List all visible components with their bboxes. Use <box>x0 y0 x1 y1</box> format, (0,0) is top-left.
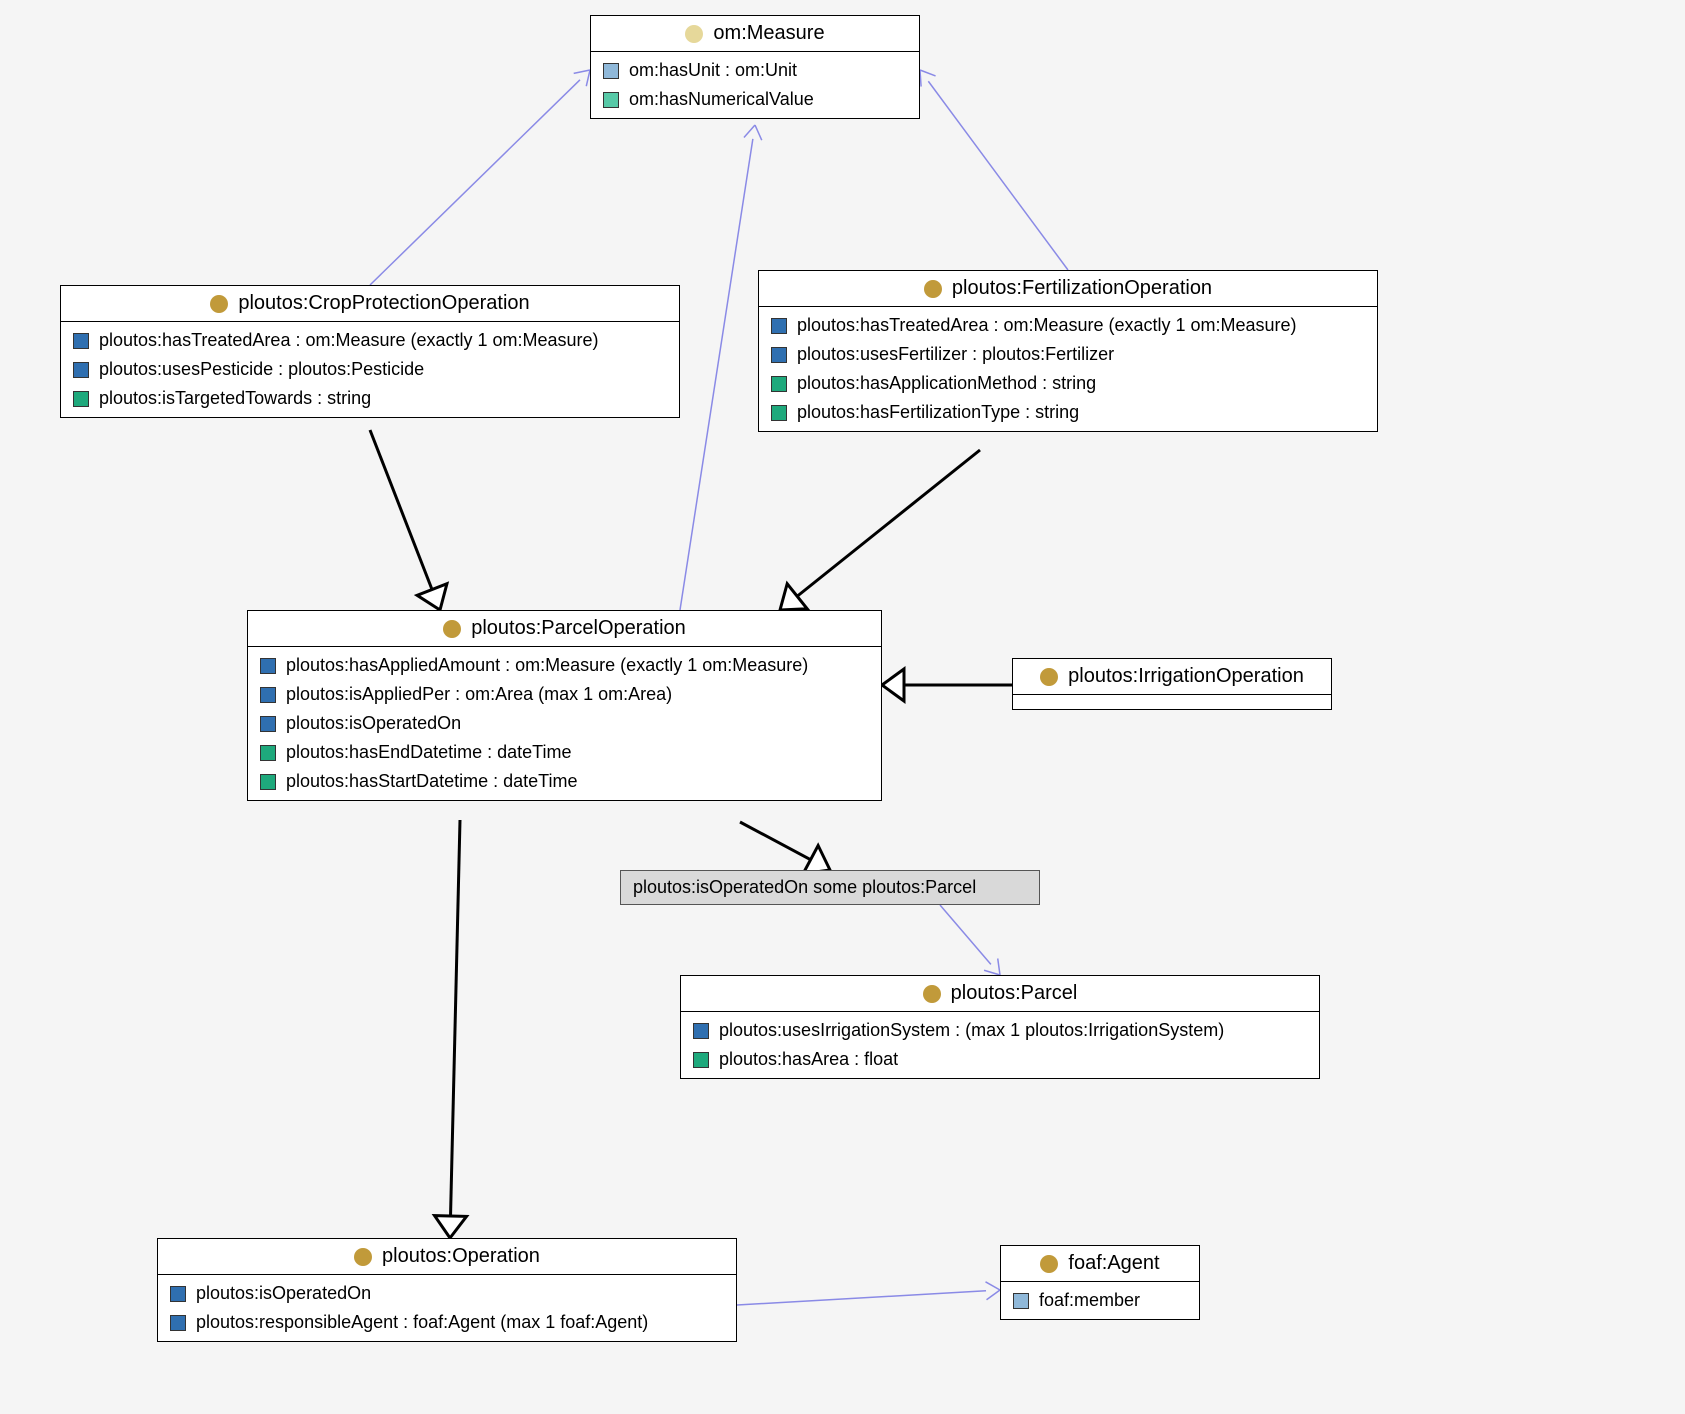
attribute-kind-icon <box>73 362 89 378</box>
attribute-kind-icon <box>693 1023 709 1039</box>
class-attribute: ploutos:hasTreatedArea : om:Measure (exa… <box>759 311 1377 340</box>
attribute-text: ploutos:isTargetedTowards : string <box>99 388 371 409</box>
attribute-kind-icon <box>260 658 276 674</box>
attribute-kind-icon <box>73 391 89 407</box>
attribute-kind-icon <box>1013 1293 1029 1309</box>
class-title: ploutos:FertilizationOperation <box>759 271 1377 307</box>
class-attribute: ploutos:usesPesticide : ploutos:Pesticid… <box>61 355 679 384</box>
class-title: ploutos:IrrigationOperation <box>1013 659 1331 695</box>
class-dot-icon <box>354 1248 372 1266</box>
class-title-label: ploutos:ParcelOperation <box>471 617 686 640</box>
class-attribute: ploutos:isOperatedOn <box>248 709 881 738</box>
attribute-text: ploutos:isAppliedPer : om:Area (max 1 om… <box>286 684 672 705</box>
attribute-kind-icon <box>73 333 89 349</box>
class-parcel-operation: ploutos:ParcelOperation ploutos:hasApplie… <box>247 610 882 801</box>
class-body: om:hasUnit : om:Unit om:hasNumericalValue <box>591 52 919 118</box>
class-title-label: ploutos:Operation <box>382 1245 540 1268</box>
attribute-text: om:hasUnit : om:Unit <box>629 60 797 81</box>
attribute-kind-icon <box>693 1052 709 1068</box>
attribute-kind-icon <box>260 716 276 732</box>
class-attribute: om:hasNumericalValue <box>591 85 919 114</box>
class-parcel: ploutos:Parcel ploutos:usesIrrigationSyst… <box>680 975 1320 1079</box>
class-attribute: ploutos:usesIrrigationSystem : (max 1 pl… <box>681 1016 1319 1045</box>
class-body: ploutos:hasTreatedArea : om:Measure (exa… <box>61 322 679 417</box>
class-title: ploutos:ParcelOperation <box>248 611 881 647</box>
class-title-label: ploutos:CropProtectionOperation <box>238 292 529 315</box>
attribute-kind-icon <box>603 63 619 79</box>
attribute-text: ploutos:hasApplicationMethod : string <box>797 373 1096 394</box>
class-title-label: foaf:Agent <box>1068 1252 1159 1275</box>
attribute-kind-icon <box>260 774 276 790</box>
diagram-canvas: { "colors": { "class_dot_gold": "#c19a3a… <box>0 0 1685 1414</box>
class-fertilization-operation: ploutos:FertilizationOperation ploutos:ha… <box>758 270 1378 432</box>
attribute-kind-icon <box>771 376 787 392</box>
class-attribute: ploutos:isAppliedPer : om:Area (max 1 om… <box>248 680 881 709</box>
class-foaf-agent: foaf:Agent foaf:member <box>1000 1245 1200 1320</box>
attribute-text: ploutos:hasArea : float <box>719 1049 898 1070</box>
attribute-kind-icon <box>603 92 619 108</box>
attribute-kind-icon <box>771 347 787 363</box>
attribute-text: ploutos:usesFertilizer : ploutos:Fertili… <box>797 344 1114 365</box>
class-body: ploutos:hasAppliedAmount : om:Measure (e… <box>248 647 881 800</box>
class-title: ploutos:CropProtectionOperation <box>61 286 679 322</box>
attribute-kind-icon <box>771 405 787 421</box>
class-attribute: ploutos:isOperatedOn <box>158 1279 736 1308</box>
class-title-label: ploutos:IrrigationOperation <box>1068 665 1304 688</box>
attribute-kind-icon <box>260 687 276 703</box>
class-attribute: foaf:member <box>1001 1286 1199 1315</box>
class-body: ploutos:hasTreatedArea : om:Measure (exa… <box>759 307 1377 431</box>
class-attribute: ploutos:usesFertilizer : ploutos:Fertili… <box>759 340 1377 369</box>
class-dot-icon <box>1040 668 1058 686</box>
attribute-text: ploutos:usesIrrigationSystem : (max 1 pl… <box>719 1020 1224 1041</box>
attribute-text: om:hasNumericalValue <box>629 89 814 110</box>
class-dot-icon <box>210 295 228 313</box>
attribute-text: ploutos:hasEndDatetime : dateTime <box>286 742 572 763</box>
class-title-label: om:Measure <box>713 22 824 45</box>
class-title: om:Measure <box>591 16 919 52</box>
class-attribute: ploutos:isTargetedTowards : string <box>61 384 679 413</box>
attribute-text: ploutos:hasAppliedAmount : om:Measure (e… <box>286 655 808 676</box>
class-attribute: om:hasUnit : om:Unit <box>591 56 919 85</box>
class-dot-icon <box>924 280 942 298</box>
class-attribute: ploutos:hasFertilizationType : string <box>759 398 1377 427</box>
class-attribute: ploutos:hasAppliedAmount : om:Measure (e… <box>248 651 881 680</box>
class-crop-protection-operation: ploutos:CropProtectionOperation ploutos:h… <box>60 285 680 418</box>
class-attribute: ploutos:hasTreatedArea : om:Measure (exa… <box>61 326 679 355</box>
attribute-kind-icon <box>170 1286 186 1302</box>
attribute-text: ploutos:hasFertilizationType : string <box>797 402 1079 423</box>
attribute-text: ploutos:isOperatedOn <box>196 1283 371 1304</box>
class-title-label: ploutos:FertilizationOperation <box>952 277 1212 300</box>
attribute-kind-icon <box>771 318 787 334</box>
class-dot-icon <box>1040 1255 1058 1273</box>
attribute-text: foaf:member <box>1039 1290 1140 1311</box>
class-body: ploutos:isOperatedOn ploutos:responsibleA… <box>158 1275 736 1341</box>
attribute-kind-icon <box>170 1315 186 1331</box>
class-dot-icon <box>443 620 461 638</box>
attribute-text: ploutos:usesPesticide : ploutos:Pesticid… <box>99 359 424 380</box>
class-title: ploutos:Parcel <box>681 976 1319 1012</box>
class-dot-icon <box>685 25 703 43</box>
class-body: foaf:member <box>1001 1282 1199 1319</box>
attribute-text: ploutos:isOperatedOn <box>286 713 461 734</box>
class-body: ploutos:usesIrrigationSystem : (max 1 pl… <box>681 1012 1319 1078</box>
class-operation: ploutos:Operationploutos:isOperatedOnplo… <box>157 1238 737 1342</box>
class-title: foaf:Agent <box>1001 1246 1199 1282</box>
attribute-text: ploutos:hasTreatedArea : om:Measure (exa… <box>99 330 599 351</box>
class-dot-icon <box>923 985 941 1003</box>
attribute-text: ploutos:hasStartDatetime : dateTime <box>286 771 577 792</box>
class-title: ploutos:Operation <box>158 1239 736 1275</box>
class-attribute: ploutos:hasApplicationMethod : string <box>759 369 1377 398</box>
class-attribute: ploutos:responsibleAgent : foaf:Agent (m… <box>158 1308 736 1337</box>
class-body <box>1013 695 1331 709</box>
class-attribute: ploutos:hasArea : float <box>681 1045 1319 1074</box>
class-irrigation-operation: ploutos:IrrigationOperation <box>1012 658 1332 710</box>
attribute-text: ploutos:hasTreatedArea : om:Measure (exa… <box>797 315 1297 336</box>
attribute-text: ploutos:responsibleAgent : foaf:Agent (m… <box>196 1312 648 1333</box>
class-attribute: ploutos:hasEndDatetime : dateTime <box>248 738 881 767</box>
attribute-kind-icon <box>260 745 276 761</box>
restriction-is-operated-on: ploutos:isOperatedOn some ploutos:Parcel <box>620 870 1040 905</box>
class-title-label: ploutos:Parcel <box>951 982 1078 1005</box>
class-attribute: ploutos:hasStartDatetime : dateTime <box>248 767 881 796</box>
class-om-measure: om:Measure om:hasUnit : om:Unit om:hasNume… <box>590 15 920 119</box>
